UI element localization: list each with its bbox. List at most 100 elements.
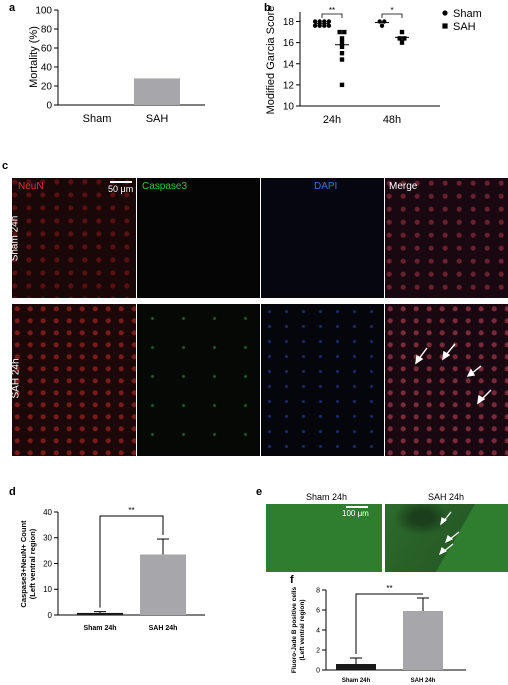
arrow-e-2-head [444,535,454,544]
point-sah [339,50,345,56]
point-sham [312,23,318,28]
significance-bracket [99,515,164,608]
1-ytick-label-0: 10 [283,102,295,113]
y-axis-label-line-2: (Left ventral region) [299,599,306,660]
point-sham [326,19,332,24]
point-sham [322,23,327,28]
column-label-merge: Merge [389,181,418,192]
1-ytick-label-1: 12 [283,80,295,91]
scale-bar-label: 50 μm [108,184,134,194]
significance-bracket-0 [321,13,343,18]
point-sah [397,36,402,41]
3-ytick-label-3: 6 [316,607,320,614]
y-axis-label-line-1: Caspase3+NeuN+ Count [19,520,28,608]
point-sham [322,19,327,24]
y-axis-label: Mortality (%) [28,26,40,88]
panel-label-f: f [290,574,294,586]
point-sham [312,19,318,24]
3-ytick-label-2: 4 [316,627,320,634]
0-ytick-label-4: 80 [41,25,53,36]
point-sah [342,29,347,35]
category-label-sham: Sham [83,113,112,125]
category-label-sham-24h: Sham 24h [83,625,116,632]
point-sah [402,36,407,41]
3-ytick-label-4: 8 [316,587,320,594]
image-sham-neun [12,178,136,298]
legend-marker-sah [442,23,448,29]
bar-sah-24h [403,611,443,670]
category-label-48h: 48h [383,114,401,126]
y-axis-label-line-2: (Left ventral region) [28,528,37,599]
2-ytick-label-1: 10 [43,585,52,594]
0-ytick-label-0: 0 [46,101,52,112]
point-sah [339,44,345,50]
scale-bar-line [110,181,132,183]
column-label-caspase3: Caspase3 [142,181,188,192]
1-ytick-label-3: 16 [283,38,295,49]
panel-label-e: e [256,486,263,498]
point-sham [326,23,332,28]
panel-label-b: b [264,2,271,14]
category-label-sah: SAH [146,113,169,125]
image-sah-merge [385,304,508,456]
column-label-sham-24h: Sham 24h [306,492,348,502]
arrow-e-3-head [438,547,448,556]
column-label-sah-24h: SAH 24h [428,492,465,502]
arrow-2-head [442,350,451,361]
legend-label-sah: SAH [453,21,476,33]
0-ytick-label-5: 100 [35,6,52,17]
2-ytick-label-4: 40 [43,508,52,517]
arrow-1-head [415,354,424,365]
category-label-sah-24h: SAH 24h [149,625,178,632]
column-label-neun: NeuN [18,181,44,192]
1-ytick-label-4: 18 [283,17,295,28]
image-e-sah [385,504,508,572]
chart-mortality: Mortality (%) 0 20 40 60 80 100 Sham SAH [28,6,205,125]
point-sah [399,40,405,45]
significance-mark: ** [386,584,392,593]
image-sham-caspase [137,178,260,298]
2-ytick-label-0: 0 [48,611,53,620]
microscopy-grid-e: Sham 24h SAH 24h 100 μm [266,490,508,572]
category-label-24h: 24h [323,114,341,126]
point-sah [339,40,345,45]
0-ytick-label-1: 20 [41,82,53,93]
3-ytick-label-0: 0 [316,667,320,674]
panel-label-a: a [9,2,16,14]
microscopy-grid-c: NeuN Caspase3 DAPI Merge 50 μm Sham 24h … [12,178,508,456]
significance-mark-0: ** [329,6,335,15]
arrow-4-head [477,394,486,405]
scale-bar-label-e: 100 μm [342,509,369,518]
3-ytick-label-1: 2 [316,647,320,654]
arrow-e-1-head [440,517,448,526]
chart-fluoro-jade: Fluoro-Jade B positive cells (Left ventr… [291,584,466,684]
bar-sah-24h [140,554,186,615]
row-label-sah: SAH 24h [12,358,22,399]
point-sah [339,36,345,41]
point-sham [317,23,322,28]
column-label-dapi: DAPI [314,181,338,192]
point-sah [337,29,342,35]
significance-mark-1: * [390,6,393,15]
point-sham [379,23,385,28]
image-sah-caspase [137,304,260,456]
point-sah [339,82,345,88]
point-sham [317,19,322,24]
arrow-3-head [466,368,476,377]
1-ytick-label-2: 14 [283,59,295,70]
chart-caspase-count: Caspase3+NeuN+ Count (Left ventral regio… [19,506,205,632]
scale-bar-line-e [346,506,368,508]
0-ytick-label-3: 60 [41,44,53,55]
category-label-sah-24h: SAH 24h [411,678,436,684]
significance-mark: ** [128,506,134,515]
point-sah [339,57,345,62]
bar-sham-24h [336,664,376,670]
legend-marker-sham [442,10,448,16]
bar-sah [134,78,180,105]
2-ytick-label-2: 20 [43,559,52,568]
image-sham-dapi [261,178,384,298]
significance-bracket [355,593,423,654]
image-sham-merge [385,178,508,298]
image-sah-neun [12,304,136,456]
